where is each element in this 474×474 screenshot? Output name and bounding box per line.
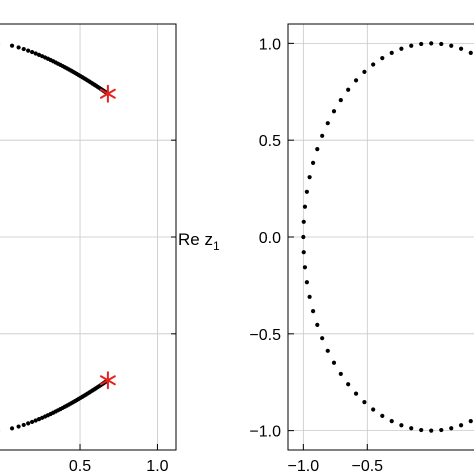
- data-point: [399, 46, 404, 51]
- data-point: [26, 48, 31, 53]
- data-point: [302, 265, 308, 270]
- axis-label-subscript: 1: [213, 239, 220, 253]
- x-tick-label: −1.0: [288, 458, 320, 474]
- data-point: [419, 427, 424, 433]
- x-tick-label: 0.5: [69, 458, 91, 474]
- x-tick-label: 1.0: [146, 458, 168, 474]
- data-point: [304, 280, 309, 285]
- data-point: [429, 428, 434, 433]
- data-point: [338, 371, 343, 377]
- data-point: [409, 43, 414, 48]
- x-tick-label: −0.5: [351, 458, 383, 474]
- left-panel: 0.5 1.0: [0, 23, 177, 474]
- data-point: [449, 426, 454, 431]
- data-point: [29, 419, 35, 425]
- data-point: [449, 43, 454, 48]
- data-point: [33, 51, 38, 56]
- data-point: [458, 46, 464, 51]
- data-point: [331, 360, 337, 365]
- data-point: [346, 87, 351, 92]
- data-point: [315, 322, 320, 328]
- data-point: [310, 309, 316, 314]
- data-point: [307, 294, 312, 299]
- data-point: [325, 121, 330, 126]
- data-point: [389, 50, 394, 55]
- data-point: [21, 422, 26, 428]
- data-point: [16, 45, 21, 50]
- data-point: [301, 234, 306, 240]
- data-point: [304, 189, 309, 194]
- data-point: [307, 175, 312, 180]
- data-point: [468, 50, 473, 55]
- data-point: [409, 426, 414, 431]
- data-point: [26, 421, 31, 426]
- data-point: [29, 49, 35, 55]
- data-point: [468, 419, 473, 424]
- data-point: [362, 400, 367, 405]
- data-point: [301, 250, 306, 255]
- data-point: [302, 204, 308, 209]
- data-point: [353, 78, 359, 83]
- data-point: [320, 133, 325, 138]
- data-point: [338, 97, 343, 103]
- data-point: [9, 43, 15, 48]
- y-tick-label: −1.0: [249, 424, 281, 441]
- data-point: [21, 46, 26, 52]
- data-point: [315, 146, 320, 152]
- data-point: [380, 56, 385, 61]
- data-point: [389, 419, 394, 424]
- data-point: [325, 348, 330, 353]
- data-point: [458, 423, 464, 428]
- data-point: [399, 423, 404, 428]
- star-marker: [99, 84, 116, 103]
- data-point: [362, 69, 367, 74]
- data-point: [371, 407, 376, 412]
- x-axis-label-left: Re z1: [178, 230, 220, 253]
- data-point: [33, 418, 38, 423]
- data-point: [439, 41, 444, 47]
- star-marker: [99, 371, 116, 390]
- right-panel: 1.0 0.5 0.0 −0.5 −1.0 −1.0 −0.5: [249, 23, 474, 474]
- data-point: [301, 219, 306, 224]
- data-point: [310, 160, 316, 165]
- data-point: [346, 382, 351, 387]
- data-point: [429, 41, 434, 46]
- data-point: [439, 427, 444, 433]
- data-point: [419, 41, 424, 47]
- y-tick-label: 0.5: [259, 133, 281, 150]
- data-point: [9, 426, 15, 431]
- y-tick-label: 0.0: [259, 230, 281, 247]
- y-tick-label: −0.5: [249, 327, 281, 344]
- data-point: [371, 62, 376, 67]
- data-point: [320, 336, 325, 341]
- data-point: [331, 109, 337, 114]
- data-point: [16, 424, 21, 429]
- y-tick-label: 1.0: [259, 36, 281, 53]
- axis-label-main: Re z: [178, 230, 213, 249]
- data-point: [380, 413, 385, 418]
- data-point: [353, 391, 359, 396]
